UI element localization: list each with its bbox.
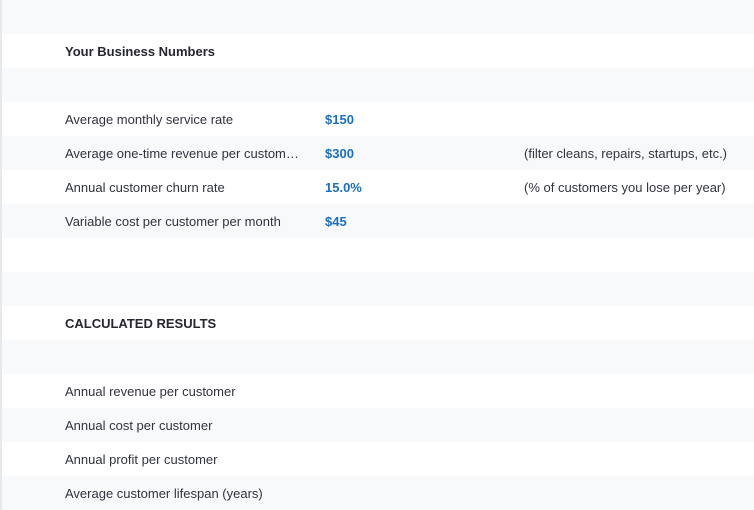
section-header-row: CALCULATED RESULTS xyxy=(2,306,754,340)
result-row-annual-profit: Annual profit per customer xyxy=(2,442,754,476)
result-row-annual-revenue: Annual revenue per customer xyxy=(2,374,754,408)
empty-row xyxy=(2,238,754,272)
empty-row xyxy=(2,272,754,306)
input-label: Variable cost per customer per month xyxy=(65,213,281,229)
input-row-variable-cost: Variable cost per customer per month $45 xyxy=(2,204,754,238)
input-value-churn-rate[interactable]: 15.0% xyxy=(325,179,362,195)
input-value-one-time-revenue[interactable]: $300 xyxy=(325,145,354,161)
input-row-churn-rate: Annual customer churn rate 15.0% (% of c… xyxy=(2,170,754,204)
result-label: Annual profit per customer xyxy=(65,451,218,467)
input-note: (filter cleans, repairs, startups, etc.) xyxy=(524,145,728,161)
result-label: Average customer lifespan (years) xyxy=(65,485,263,501)
result-row-customer-lifespan: Average customer lifespan (years) xyxy=(2,476,754,510)
input-label: Average one-time revenue per customer p.… xyxy=(65,145,303,161)
empty-row xyxy=(2,340,754,374)
result-label: Annual cost per customer xyxy=(65,417,213,433)
input-note: (% of customers you lose per year) xyxy=(524,179,726,195)
result-label: Annual revenue per customer xyxy=(65,383,236,399)
inputs-section-title: Your Business Numbers xyxy=(65,43,216,59)
input-label: Average monthly service rate xyxy=(65,111,234,127)
result-row-annual-cost: Annual cost per customer xyxy=(2,408,754,442)
section-header-row: Your Business Numbers xyxy=(2,34,754,68)
input-row-monthly-rate: Average monthly service rate $150 xyxy=(2,102,754,136)
empty-row xyxy=(2,0,754,34)
input-value-monthly-rate[interactable]: $150 xyxy=(325,111,354,127)
input-row-one-time-revenue: Average one-time revenue per customer p.… xyxy=(2,136,754,170)
input-label: Annual customer churn rate xyxy=(65,179,225,195)
empty-row xyxy=(2,68,754,102)
results-section-title: CALCULATED RESULTS xyxy=(65,315,217,331)
input-value-variable-cost[interactable]: $45 xyxy=(325,213,347,229)
